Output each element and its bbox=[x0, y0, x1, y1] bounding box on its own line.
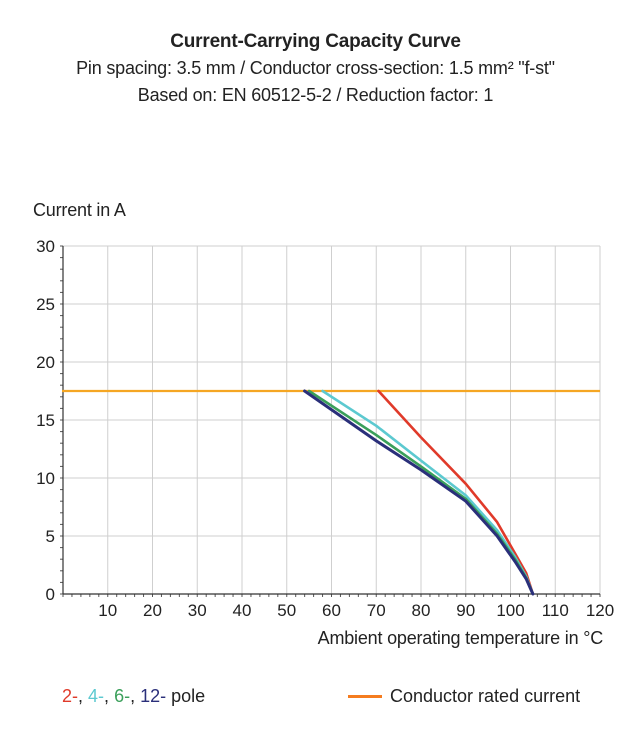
y-tick-label: 30 bbox=[36, 237, 55, 256]
x-tick-label: 110 bbox=[542, 601, 569, 620]
legend-pole-suffix: pole bbox=[171, 686, 206, 706]
series-line-12-pole bbox=[303, 389, 535, 596]
x-tick-label: 80 bbox=[412, 601, 431, 620]
series-line-2-pole bbox=[377, 389, 535, 596]
y-tick-label: 20 bbox=[36, 353, 55, 372]
legend-rated-label: Conductor rated current bbox=[390, 686, 581, 706]
x-tick-label: 30 bbox=[188, 601, 207, 620]
legend-series-4: 4- bbox=[88, 686, 105, 706]
y-tick-label: 5 bbox=[46, 527, 55, 546]
x-tick-label: 90 bbox=[456, 601, 475, 620]
x-tick-label: 60 bbox=[322, 601, 341, 620]
legend-rated-current: Conductor rated current bbox=[348, 686, 580, 707]
y-tick-label: 15 bbox=[36, 411, 55, 430]
x-tick-label: 20 bbox=[143, 601, 162, 620]
legend-sep-1: , bbox=[78, 686, 89, 706]
x-tick-label: 100 bbox=[496, 601, 524, 620]
legend-series-2: 2- bbox=[62, 686, 79, 706]
y-axis-label: Current in A bbox=[33, 200, 126, 220]
y-tick-label: 10 bbox=[36, 469, 55, 488]
legend-rated-swatch bbox=[348, 695, 382, 698]
chart-subtitle-2: Based on: EN 60512-5-2 / Reduction facto… bbox=[137, 85, 494, 105]
x-tick-label: 120 bbox=[586, 601, 614, 620]
legend-pole-series: 2-, 4-, 6-, 12- pole bbox=[62, 686, 205, 707]
legend-series-12: 12- bbox=[140, 686, 167, 706]
x-tick-label: 40 bbox=[233, 601, 252, 620]
y-tick-label: 25 bbox=[36, 295, 55, 314]
x-axis-label: Ambient operating temperature in °C bbox=[317, 628, 604, 648]
chart-title: Current-Carrying Capacity Curve bbox=[170, 31, 461, 52]
legend-sep-2: , bbox=[104, 686, 115, 706]
x-tick-label: 10 bbox=[98, 601, 117, 620]
x-tick-label: 50 bbox=[277, 601, 296, 620]
legend-sep-3: , bbox=[130, 686, 141, 706]
legend-series-6: 6- bbox=[114, 686, 131, 706]
chart-subtitle-1: Pin spacing: 3.5 mm / Conductor cross-se… bbox=[76, 58, 555, 78]
y-tick-label: 0 bbox=[46, 585, 55, 604]
chart-header: Current-Carrying Capacity Curve Pin spac… bbox=[0, 28, 631, 109]
x-tick-label: 70 bbox=[367, 601, 386, 620]
